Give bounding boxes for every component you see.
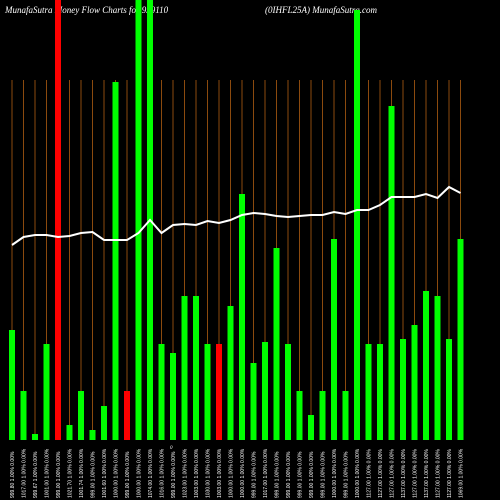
bar [434,296,441,440]
bar [43,344,50,440]
x-tick-label: 999.00 1.00% 0.00% [125,451,131,498]
chart-title: MunafaSutra Money Flow Charts for 939110 [4,5,169,15]
x-tick-label: 1127.00 1.00% 0.00% [413,449,419,498]
x-tick-label: 999.00 1.00% 0.00% [309,451,315,498]
money-flow-line [11,185,461,246]
bar [377,344,383,440]
bar [273,248,280,440]
bar [204,344,211,440]
x-tick-label: 1017.00 1.00% 0.00% [263,448,269,498]
bar [296,391,303,440]
bar [216,344,222,440]
x-tick-label: 999.00 1.00% 0.00% [321,451,327,498]
x-tick-label: 1127.00 1.00% 0.00% [436,449,442,498]
x-tick-label: 1001.00 1.00% 0.00% [45,448,51,498]
bar [411,325,418,440]
x-tick-label: 999.00 1.00% 0.00% [286,451,292,498]
x-tick-label: 1016.00 1.00% 0.00% [160,448,166,498]
x-tick-label: 1137.00 1.00% 0.00% [401,449,407,498]
x-tick-label: 1003.00 1.00% 0.00% [194,448,200,498]
bar [9,330,15,440]
bar [239,194,245,440]
x-tick-label: 1001.60 1.00% 0.00% [102,448,108,498]
bar [319,391,326,440]
bar [457,239,464,440]
x-tick-label: 1000.00 1.00% 0.00% [137,448,143,498]
bar [158,344,165,440]
x-tick-label: 1127.00 1.00% 0.00% [390,449,396,498]
x-tick-label: 1127.00 1.00% 0.00% [447,449,453,498]
x-tick-label: 1003.00 1.00% 0.00% [217,448,223,498]
bar [365,344,372,440]
bar [342,391,349,440]
bar [89,430,96,440]
bar [135,0,142,440]
x-tick-label: 1000.00 1.00% 0.00% [114,448,120,498]
x-tick-label: 999.00 1.00% 0.00% [344,451,350,498]
x-tick-label: 999.00 1.00% 0.00% [298,451,304,498]
x-tick-label: 1074.00 1.00% 0.00% [148,448,154,498]
bar [101,406,107,440]
baseline-label: 0 [170,446,173,451]
x-tick-label: 1021.70 1.00% 0.00% [68,448,74,498]
x-tick-label: 1017.00 1.00% 0.00% [22,448,28,498]
x-tick-label: 1069.00 1.00% 0.00% [459,448,465,498]
x-tick-label: 999.00 1.00% 0.00% [171,451,177,498]
bar [181,296,188,440]
chart-subtitle: (0IHFL25A) MunafaSutra.com [265,5,377,15]
bar [331,239,337,440]
x-tick-label: 1127.00 1.00% 0.00% [378,449,384,498]
bar [308,415,314,440]
x-tick-label: 1000.00 1.00% 0.00% [355,448,361,498]
x-tick-label: 1127.00 1.00% 0.00% [367,449,373,498]
bar [66,425,73,440]
bar [354,10,360,440]
bar [193,296,199,440]
bar [124,391,130,440]
bar [423,291,429,440]
x-tick-label: 999.00 1.00% 0.00% [252,451,258,498]
bar [227,306,234,440]
x-tick-label: 999.67 1.00% 0.00% [33,451,39,498]
x-tick-label: 999.00 1.00% 0.00% [275,451,281,498]
x-tick-label: 999.80 1.00% 0.00% [10,451,16,498]
bar [112,82,119,440]
bar [446,339,452,440]
bar [250,363,257,440]
bar [32,434,38,440]
x-tick-label: 999.00 1.00% 0.00% [56,451,62,498]
bar [400,339,406,440]
x-tick-label: 1137.00 1.00% 0.00% [424,449,430,498]
bar [170,353,176,440]
x-tick-label: 1023.00 1.00% 0.00% [183,448,189,498]
x-tick-label: 999.00 1.00% 0.00% [91,451,97,498]
bar [55,0,61,440]
bar [388,106,395,440]
bar [20,391,27,440]
bar [285,344,291,440]
x-tick-label: 1000.00 1.00% 0.00% [229,448,235,498]
x-tick-label: 1001.74 1.00% 0.00% [79,448,85,498]
x-tick-label: 1000.00 1.00% 0.00% [240,448,246,498]
x-tick-label: 1000.00 1.00% 0.00% [332,448,338,498]
bar [78,391,84,440]
bar [262,342,268,440]
x-tick-label: 1030.00 1.00% 0.00% [206,448,212,498]
